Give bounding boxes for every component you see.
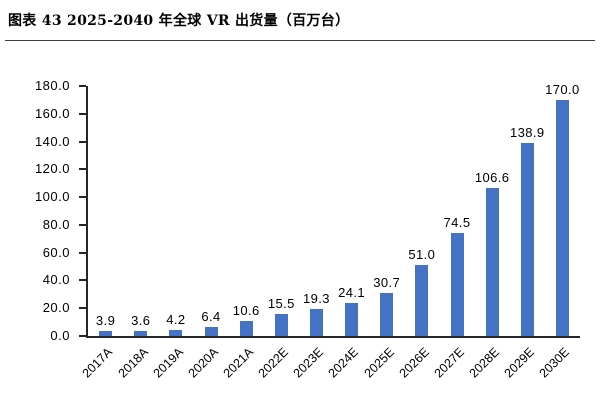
y-tick-label: 160.0: [34, 105, 70, 121]
x-axis-label: 2027E: [431, 345, 467, 381]
x-axis-label: 2030E: [536, 345, 573, 381]
y-axis-tick: [79, 85, 86, 87]
y-axis-tick: [79, 196, 86, 199]
y-axis-tick: [79, 112, 86, 115]
bar-value-label: 4.2: [166, 312, 186, 328]
y-axis-tick: [79, 140, 86, 143]
bar: [450, 232, 464, 336]
y-axis-tick: [79, 307, 86, 310]
y-axis-tick: [79, 251, 86, 254]
bar: [520, 143, 534, 336]
x-axis-label: 2020A: [185, 345, 221, 381]
bar-value-label: 170.0: [545, 81, 580, 97]
title-divider: [5, 40, 595, 41]
y-tick-label: 0.0: [50, 328, 70, 343]
y-axis-labels: 180.0 160.0 140.0 120.0 100.0 80.0 60.0 40.0 20.…: [0, 78, 70, 343]
x-axis-label: 2025E: [361, 345, 397, 381]
y-tick-label: 20.0: [42, 300, 70, 316]
y-tick-label: 100.0: [34, 189, 70, 205]
x-axis-label: 2023E: [290, 345, 327, 381]
x-axis-label: 2017A: [80, 345, 116, 381]
y-axis-tick: [79, 223, 86, 226]
bar: [415, 265, 429, 336]
bar-value-label: 106.6: [474, 169, 510, 185]
bar-value-label: 24.1: [338, 284, 366, 300]
x-axis-label: 2028E: [466, 345, 503, 381]
bar: [99, 330, 113, 336]
y-axis-tick: [79, 168, 86, 171]
bar-value-label: 51.0: [408, 247, 436, 263]
x-axis-label: 2021A: [220, 345, 257, 381]
bar-value-label: 10.6: [232, 303, 260, 319]
y-axis-tick: [79, 279, 86, 282]
bar: [345, 302, 359, 336]
y-tick-label: 180.0: [34, 78, 70, 93]
bar: [169, 330, 183, 336]
x-axis-label: 2029E: [501, 345, 538, 381]
bar: [309, 309, 323, 336]
y-tick-label: 40.0: [42, 272, 70, 288]
y-axis-tick: [79, 335, 86, 337]
bar: [274, 314, 288, 336]
x-axis-label: 2022E: [255, 345, 292, 381]
plot-area: 3.9 2017A 3.6 2018A 4.2 2019A 6.4 2020A 10.6 2021…: [79, 82, 580, 380]
bar: [380, 293, 394, 336]
bar-value-label: 3.6: [131, 313, 151, 328]
bar: [134, 331, 148, 336]
bar-value-label: 30.7: [373, 275, 401, 291]
bar-value-label: 138.9: [510, 125, 545, 141]
bar: [555, 99, 569, 336]
y-tick-label: 80.0: [42, 216, 70, 232]
bar-value-label: 6.4: [201, 309, 221, 325]
y-tick-label: 140.0: [34, 133, 70, 149]
bar-value-label: 19.3: [302, 291, 330, 307]
bar: [239, 321, 253, 336]
bar-value-label: 3.9: [95, 312, 116, 328]
y-tick-label: 60.0: [42, 244, 70, 260]
y-tick-label: 120.0: [34, 161, 70, 177]
x-axis-label: 2024E: [326, 345, 362, 381]
x-axis-label: 2026E: [396, 345, 432, 381]
bar-value-label: 15.5: [267, 296, 295, 312]
bar: [485, 187, 499, 336]
x-axis-label: 2018A: [115, 345, 151, 381]
bar-value-label: 74.5: [443, 214, 471, 230]
x-axis-label: 2019A: [150, 345, 186, 381]
bar: [204, 327, 218, 336]
figure-title: 图表 43 2025-2040 年全球 VR 出货量（百万台）: [8, 13, 350, 29]
